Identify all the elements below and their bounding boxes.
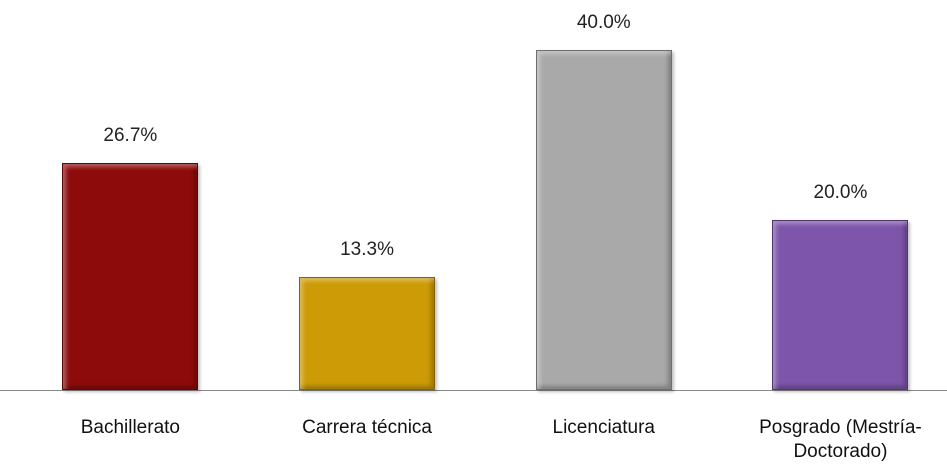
value-label: 26.7% <box>103 125 158 147</box>
bar <box>62 163 199 390</box>
value-label: 20.0% <box>813 182 868 203</box>
category-label: Licenciatura <box>552 417 655 438</box>
bar <box>299 276 436 390</box>
axis-line <box>0 390 947 391</box>
category-label: Carrera técnica <box>302 417 432 438</box>
bar <box>535 50 672 390</box>
value-label: 13.3% <box>340 238 394 260</box>
bar <box>772 220 909 390</box>
category-label: Posgrado (Mestría-Doctorado) <box>759 417 922 462</box>
category-label: Bachillerato <box>80 417 180 438</box>
value-label: 40.0% <box>576 12 631 33</box>
